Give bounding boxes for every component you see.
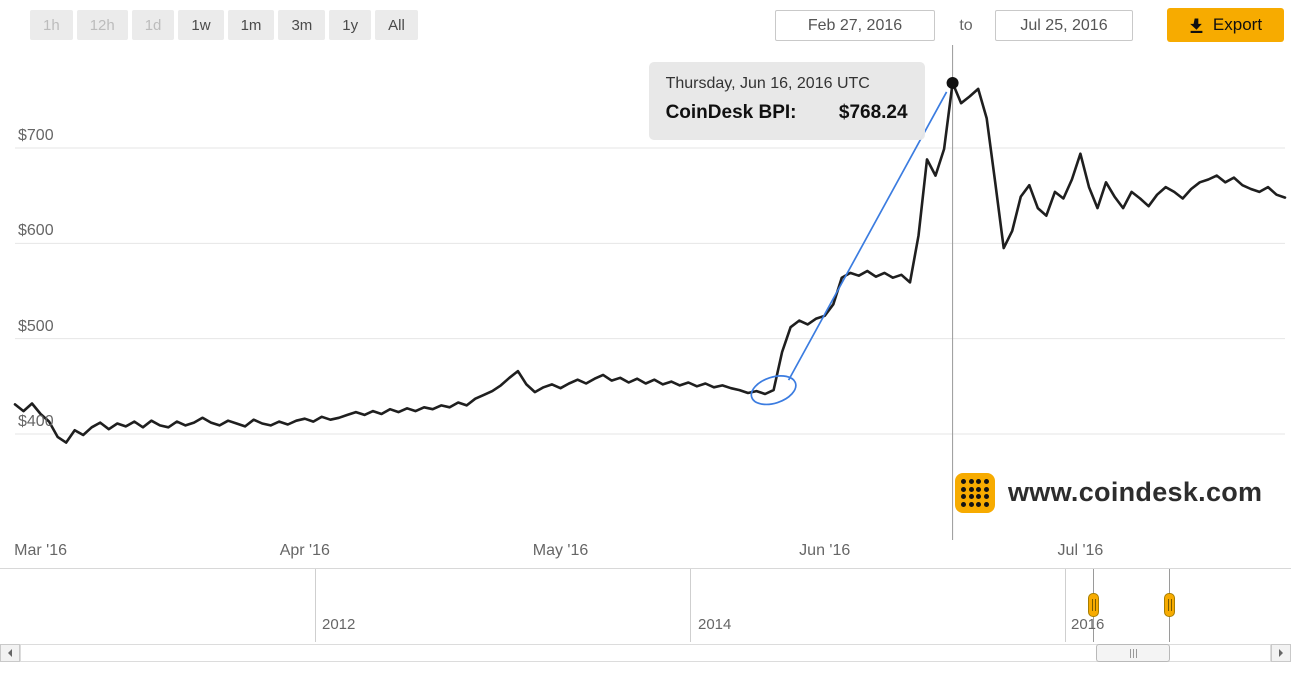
- point-marker: [946, 76, 959, 89]
- range-button-all[interactable]: All: [375, 10, 418, 40]
- x-axis-label-jun: Jun '16: [799, 542, 851, 559]
- scrollbar-track[interactable]: [20, 644, 1271, 662]
- date-to-input[interactable]: [995, 10, 1133, 41]
- tooltip-series-label: CoinDesk BPI:: [665, 102, 797, 123]
- annotation-ellipse: [750, 375, 797, 406]
- scrollbar: [0, 644, 1291, 664]
- x-axis-label-apr: Apr '16: [279, 542, 330, 559]
- gridlines: [15, 147, 1285, 435]
- download-icon: [1189, 18, 1204, 33]
- range-button-1h[interactable]: 1h: [30, 10, 73, 40]
- navigator-year-2014: 2014: [698, 616, 732, 633]
- date-range-to-label: to: [959, 17, 973, 34]
- range-button-1y[interactable]: 1y: [329, 10, 372, 40]
- coindesk-logo-icon: [955, 473, 995, 513]
- navigator-handle-right[interactable]: [1164, 593, 1175, 617]
- tooltip-date: Thursday, Jun 16, 2016 UTC: [665, 75, 870, 92]
- y-axis-label-400: $400: [18, 413, 54, 430]
- range-button-3m[interactable]: 3m: [278, 10, 326, 40]
- range-selector: 1h 12h 1d 1w 1m 3m 1y All: [30, 10, 418, 40]
- range-button-1d[interactable]: 1d: [131, 10, 175, 40]
- x-axis-label-jul: Jul '16: [1057, 542, 1104, 559]
- tooltip: Thursday, Jun 16, 2016 UTC CoinDesk BPI:…: [648, 62, 925, 140]
- range-button-1w[interactable]: 1w: [178, 10, 224, 40]
- range-button-12h[interactable]: 12h: [76, 10, 128, 40]
- y-axis-label-600: $600: [18, 222, 54, 240]
- scrollbar-right-arrow-icon[interactable]: [1271, 644, 1291, 662]
- x-axis-label-may: May '16: [532, 542, 589, 559]
- range-button-1m[interactable]: 1m: [227, 10, 275, 40]
- export-button[interactable]: Export: [1167, 8, 1284, 42]
- watermark-url: www.coindesk.com: [1008, 477, 1263, 507]
- scrollbar-left-arrow-icon[interactable]: [0, 644, 20, 662]
- export-button-label: Export: [1212, 15, 1263, 34]
- y-axis-label-500: $500: [18, 317, 54, 335]
- tooltip-value: $768.24: [838, 102, 908, 123]
- navigator-year-2012: 2012: [322, 616, 356, 633]
- y-axis-label-700: $700: [18, 127, 54, 144]
- x-axis-label-mar: Mar '16: [14, 542, 67, 559]
- scrollbar-thumb[interactable]: [1096, 644, 1170, 662]
- navigator-year-2016: 2016: [1071, 616, 1105, 633]
- date-from-input[interactable]: [775, 10, 935, 41]
- navigator-handle-left[interactable]: [1088, 593, 1099, 617]
